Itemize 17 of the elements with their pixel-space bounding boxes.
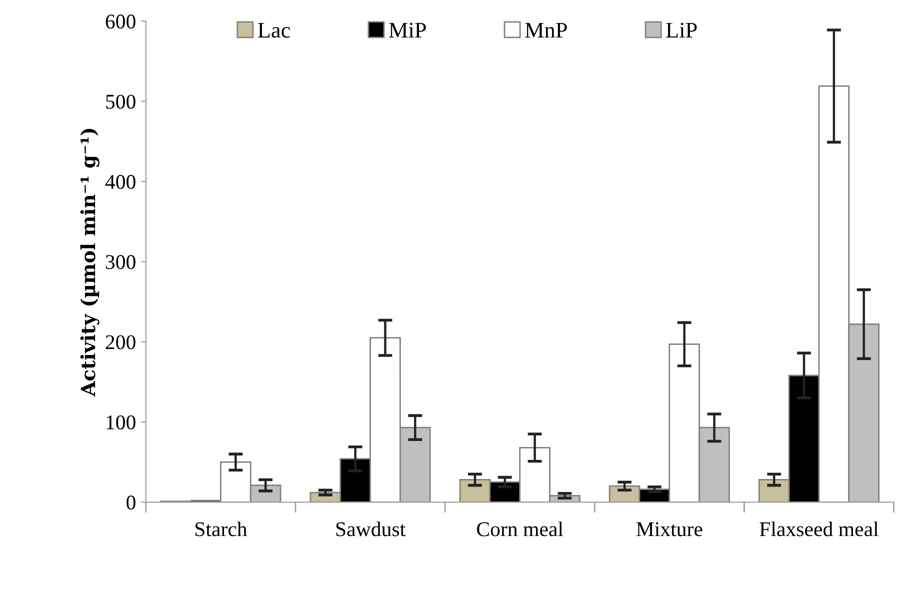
x-tick-label: Starch [195, 522, 248, 536]
y-tick-label: 600 [106, 14, 136, 29]
y-tick-label: 400 [105, 174, 136, 189]
y-tick-label: 100 [106, 415, 136, 430]
legend-label: MnP [525, 22, 567, 38]
x-tick-label: Mixture [636, 522, 702, 536]
y-tick-label: 0 [126, 496, 136, 510]
y-axis-title: Activity (µmol min⁻¹ g⁻¹) [80, 128, 100, 397]
x-tick-label: Sawdust [336, 522, 406, 536]
y-tick-label: 300 [106, 255, 136, 270]
legend-label: MiP [389, 22, 426, 38]
x-tick-label: Corn meal [477, 522, 564, 536]
x-tick-label: Flaxseed meal [760, 522, 878, 536]
y-tick-label: 200 [106, 335, 136, 350]
legend-label: LiP [666, 22, 697, 38]
y-tick-label: 500 [106, 94, 136, 109]
legend-label: Lac [258, 22, 290, 38]
